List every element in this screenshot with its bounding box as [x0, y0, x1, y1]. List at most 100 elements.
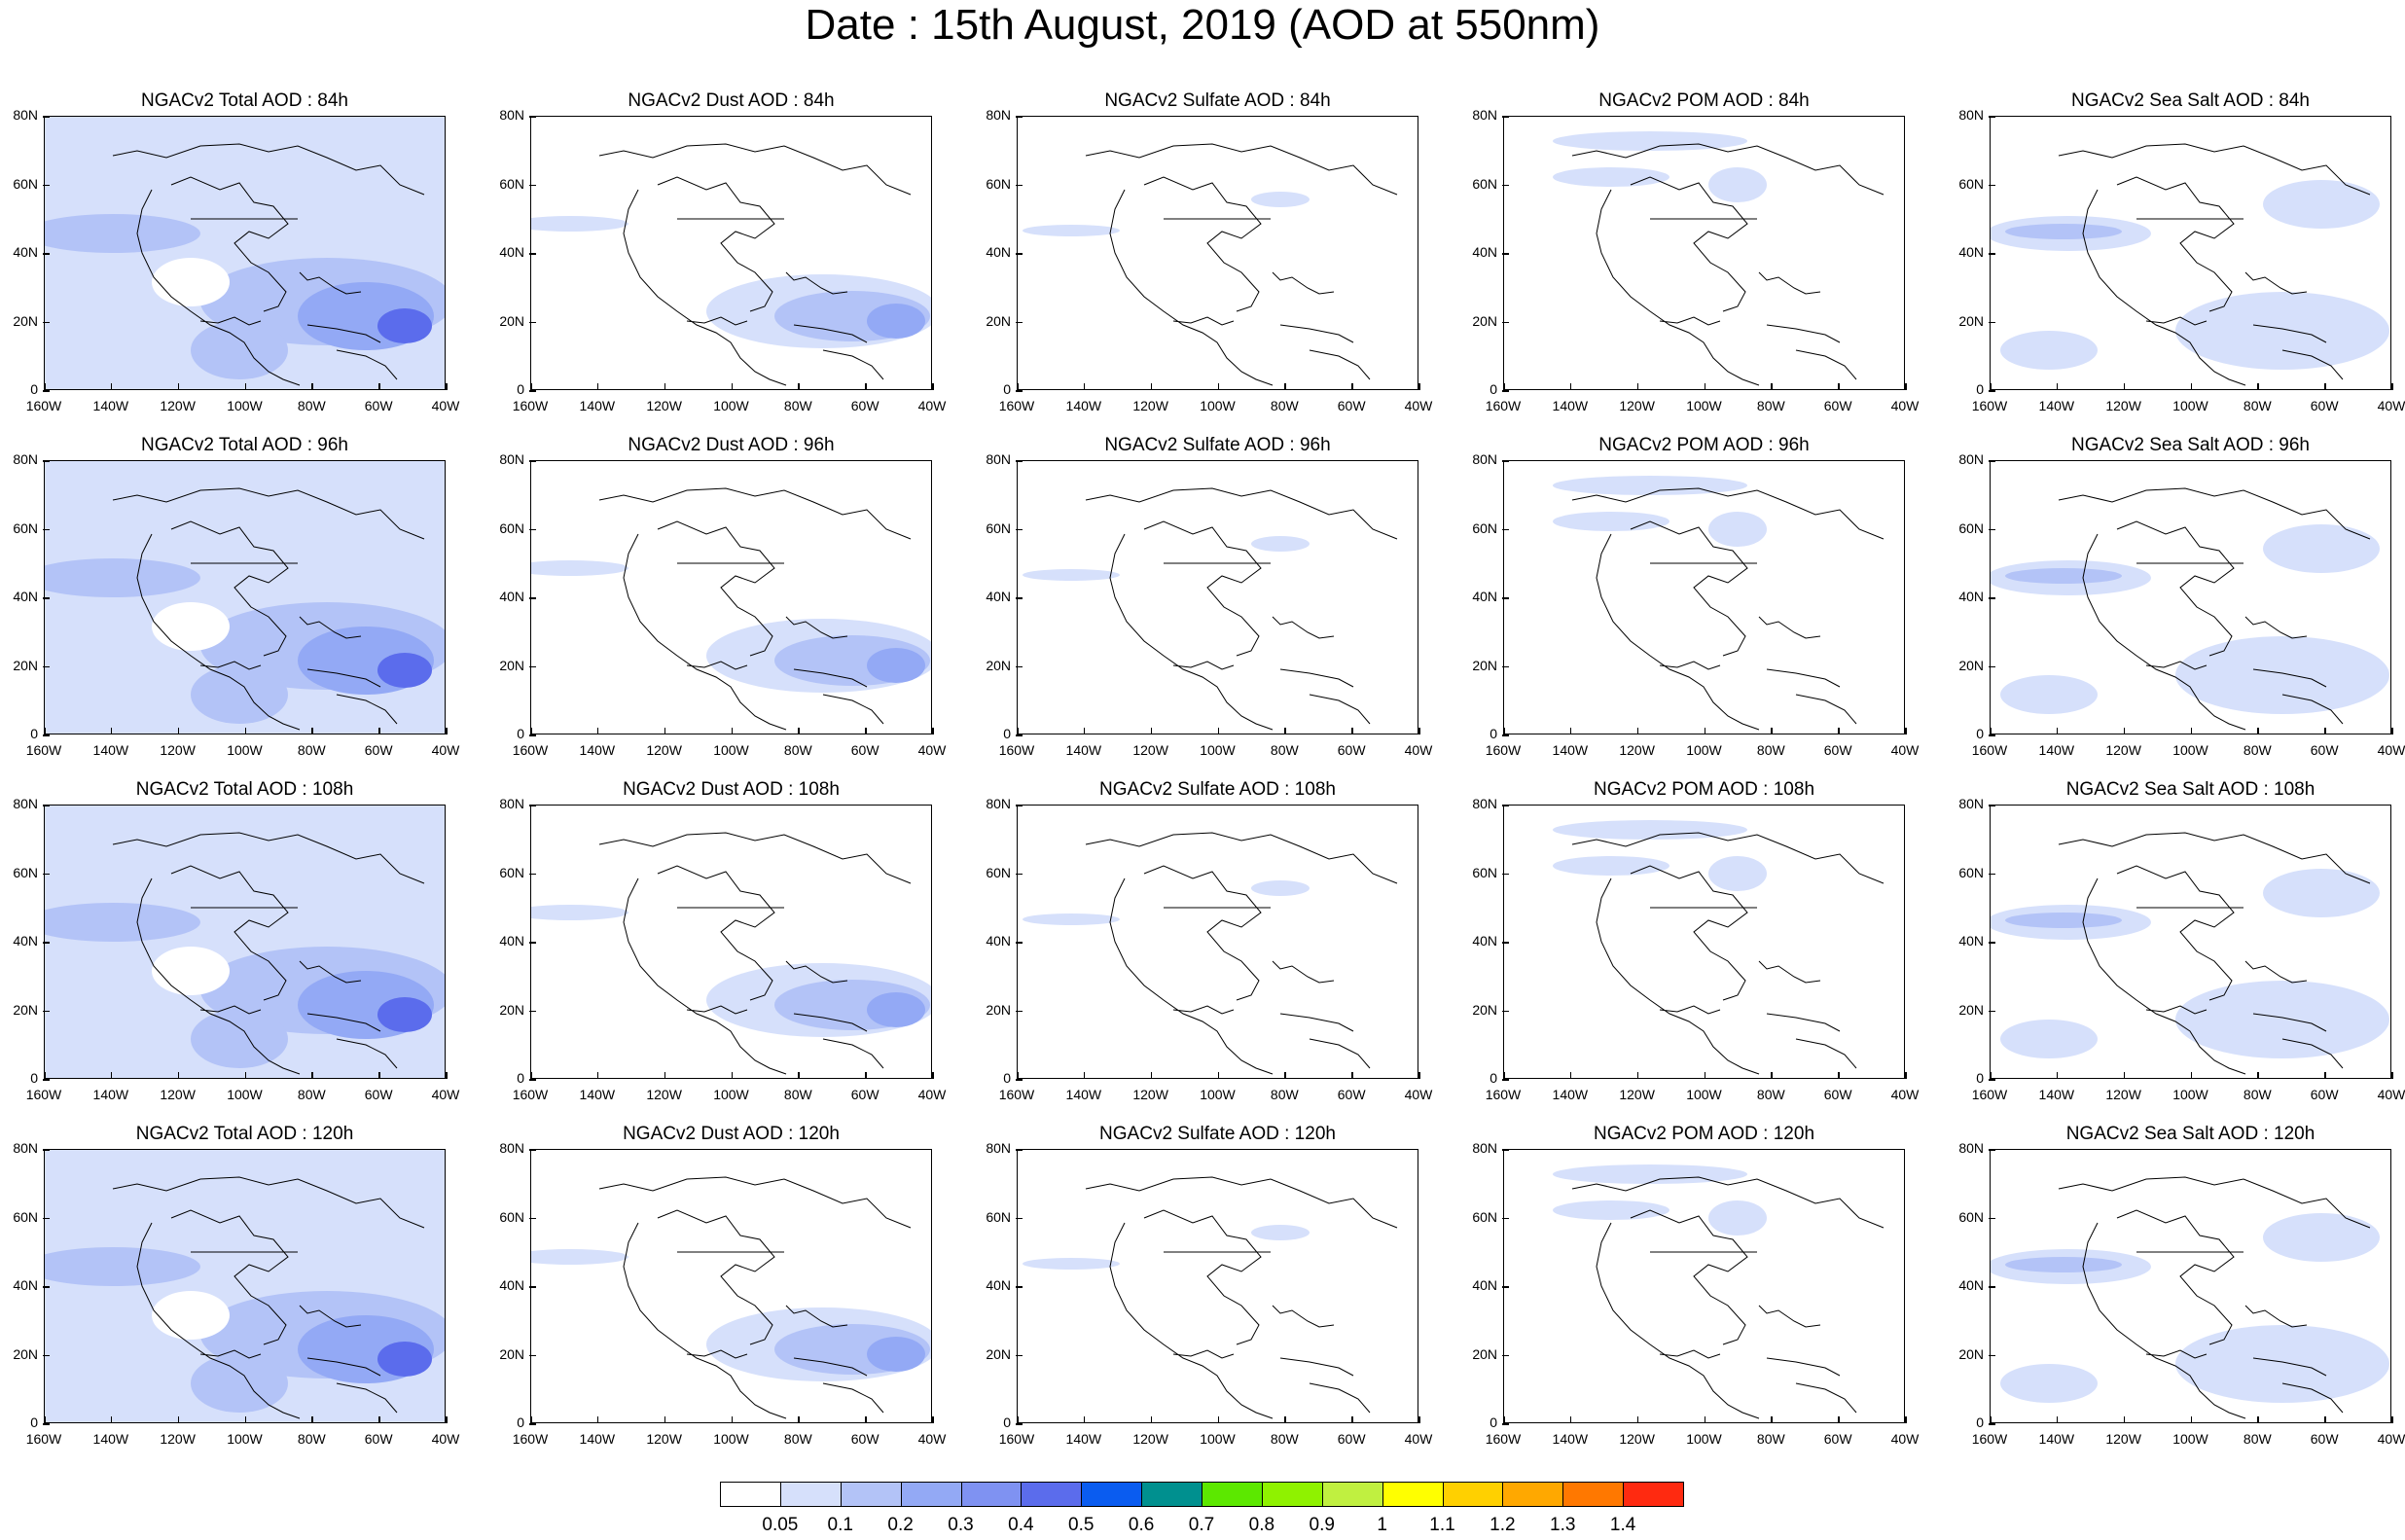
- aod-blob: [531, 216, 628, 232]
- lon-tick: [1771, 1072, 1773, 1079]
- aod-blob: [2000, 1364, 2098, 1403]
- lon-tick-label: 40W: [1890, 398, 1920, 413]
- lon-tick: [110, 383, 113, 390]
- lon-tick-label: 80W: [297, 742, 326, 758]
- aod-blob: [2263, 1213, 2380, 1262]
- lat-tick-label: 80N: [499, 1140, 524, 1156]
- colorbar-label: 1.3: [1550, 1515, 1576, 1535]
- lon-tick: [1838, 1416, 1840, 1423]
- lat-tick-label: 0: [517, 381, 524, 397]
- lat-tick: [1502, 1217, 1509, 1219]
- lon-tick: [596, 383, 599, 390]
- lat-tick-label: 80N: [1472, 107, 1497, 123]
- lon-tick: [530, 728, 532, 734]
- aod-blob: [45, 214, 200, 253]
- aod-blob: [45, 903, 200, 942]
- lon-tick: [1569, 1072, 1572, 1079]
- lon-tick-label: 160W: [1485, 398, 1522, 413]
- lon-tick: [798, 1072, 800, 1079]
- lat-tick: [43, 1286, 50, 1288]
- lon-tick: [1704, 383, 1705, 390]
- aod-field: [531, 143, 931, 386]
- aod-blob: [2175, 636, 2389, 714]
- lat-tick: [529, 528, 536, 530]
- lon-tick-label: 40W: [917, 1087, 947, 1102]
- aod-blob: [867, 304, 925, 339]
- lon-tick-label: 140W: [1552, 1087, 1589, 1102]
- lon-tick-label: 80W: [783, 398, 812, 413]
- lat-tick: [1989, 873, 1995, 875]
- aod-blob: [531, 905, 628, 920]
- lat-tick-label: 40N: [1472, 244, 1497, 260]
- lat-tick-label: 60N: [13, 519, 38, 536]
- panel-title-dust-96h: NGACv2 Dust AOD : 96h: [628, 435, 835, 455]
- map-seasalt-108h: [1990, 805, 2391, 1079]
- lat-tick-label: 60N: [1472, 864, 1497, 880]
- lon-tick: [1017, 1072, 1019, 1079]
- aod-field: [1553, 131, 1885, 386]
- lat-tick-label: 40N: [986, 244, 1011, 260]
- lon-tick: [932, 728, 934, 734]
- lon-tick-label: 100W: [227, 1087, 263, 1102]
- lat-tick-label: 60N: [13, 864, 38, 880]
- lat-tick-label: 20N: [986, 312, 1011, 329]
- colorbar-swatch: [1321, 1482, 1383, 1507]
- coastline: [112, 143, 425, 386]
- aod-field: [1553, 1164, 1885, 1419]
- coastline: [1571, 143, 1885, 386]
- lat-tick: [1989, 1423, 1995, 1425]
- aod-blob: [867, 1337, 925, 1372]
- aod-blob: [377, 653, 432, 688]
- lat-tick: [43, 460, 50, 462]
- lat-tick-label: 80N: [986, 796, 1011, 811]
- lat-tick: [1502, 1423, 1509, 1425]
- colorbar-swatch: [1021, 1482, 1083, 1507]
- lon-tick: [2257, 383, 2259, 390]
- lat-tick-label: 0: [30, 1070, 38, 1086]
- lon-tick: [530, 383, 532, 390]
- lon-tick-label: 40W: [917, 742, 947, 758]
- aod-field: [45, 461, 445, 734]
- lat-tick: [529, 1079, 536, 1081]
- lat-tick: [1016, 1354, 1023, 1356]
- aod-blob: [1553, 820, 1747, 840]
- aod-blob: [1553, 512, 1669, 531]
- lon-tick: [378, 1416, 380, 1423]
- lon-tick: [110, 1072, 113, 1079]
- aod-blob: [2175, 981, 2389, 1058]
- lon-tick: [1017, 728, 1019, 734]
- lon-tick-label: 60W: [364, 1087, 393, 1102]
- lat-tick-label: 20N: [986, 1001, 1011, 1018]
- lon-tick: [446, 383, 448, 390]
- lon-tick: [664, 383, 666, 390]
- lon-tick: [311, 1072, 313, 1079]
- lon-tick-label: 80W: [1756, 1087, 1785, 1102]
- lat-tick-label: 40N: [499, 1277, 524, 1293]
- lon-tick-label: 160W: [1971, 742, 2008, 758]
- aod-blob: [1553, 131, 1747, 151]
- lon-tick: [2391, 1416, 2393, 1423]
- lat-tick: [43, 321, 50, 323]
- colorbar-label: 1: [1377, 1515, 1387, 1535]
- lon-tick-label: 120W: [160, 1087, 196, 1102]
- lat-tick-label: 40N: [986, 933, 1011, 949]
- lon-tick-label: 140W: [2038, 742, 2075, 758]
- lon-tick-label: 60W: [850, 742, 879, 758]
- lat-tick: [1016, 873, 1023, 875]
- aod-blob: [1708, 856, 1767, 891]
- lon-tick-label: 160W: [512, 742, 549, 758]
- aod-blob: [2000, 331, 2098, 370]
- lat-tick: [1016, 1079, 1023, 1081]
- lon-tick: [177, 383, 180, 390]
- lat-tick: [529, 734, 536, 736]
- aod-field: [1991, 1176, 2389, 1419]
- lat-tick: [529, 1286, 536, 1288]
- lon-tick-label: 160W: [1971, 1431, 2008, 1447]
- colorbar-swatch: [1081, 1482, 1143, 1507]
- lon-tick: [2324, 1416, 2326, 1423]
- lat-tick-label: 40N: [1472, 1277, 1497, 1293]
- lat-tick-label: 20N: [1472, 1001, 1497, 1018]
- lon-tick: [2123, 728, 2126, 734]
- lon-tick-label: 140W: [579, 742, 616, 758]
- lat-tick: [1502, 805, 1509, 806]
